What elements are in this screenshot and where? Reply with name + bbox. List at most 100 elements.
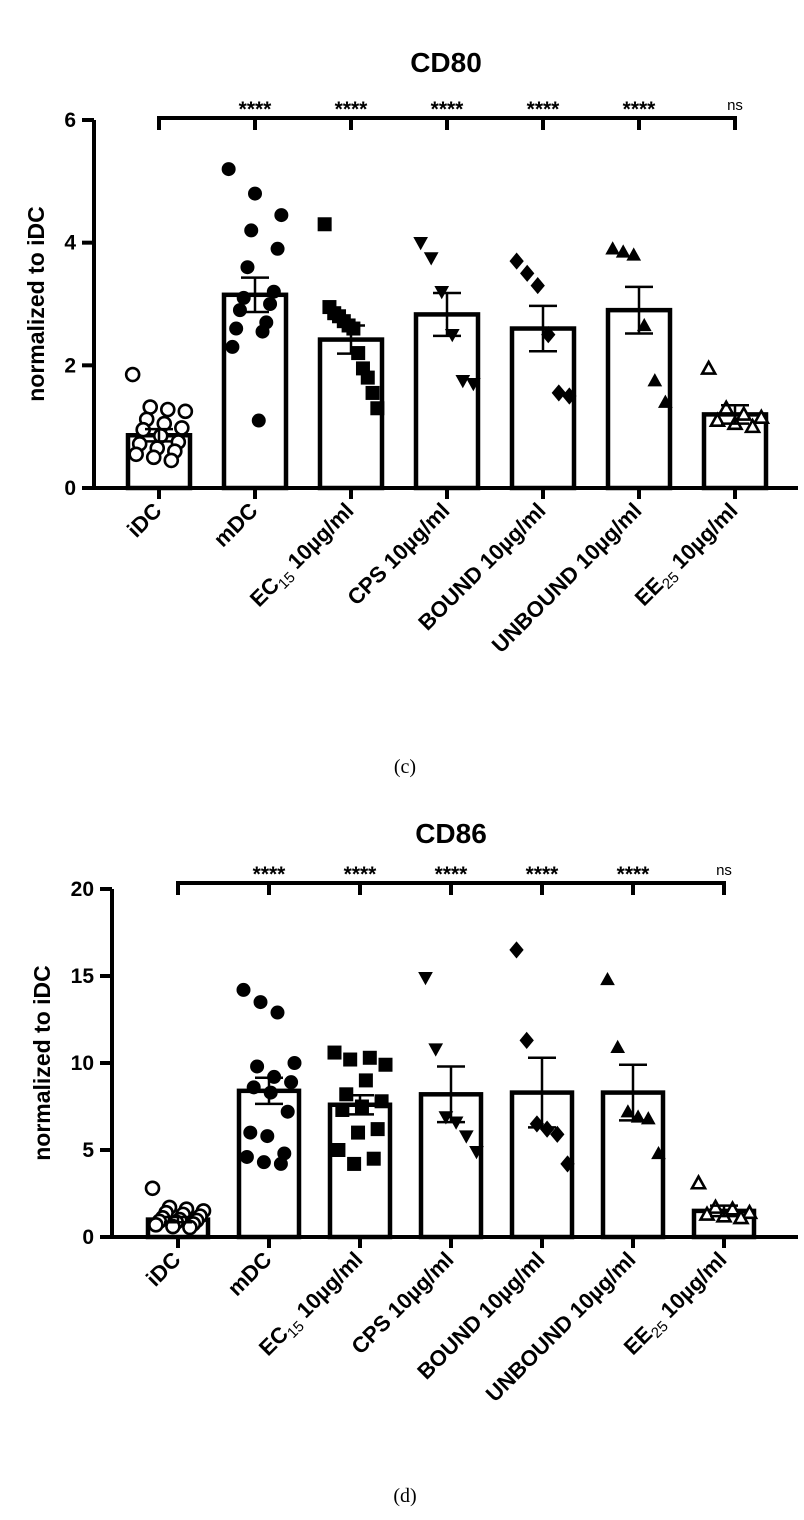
bar-group-2 <box>317 217 385 491</box>
data-point <box>469 1146 484 1160</box>
bar-5 <box>605 307 673 491</box>
bar-group-5 <box>600 971 666 1240</box>
panel-caption: (c) <box>394 756 416 778</box>
y-tick-label: 5 <box>82 1139 94 1162</box>
data-point <box>148 1217 164 1233</box>
data-point <box>244 223 259 238</box>
data-point <box>236 982 251 997</box>
y-axis-label: normalized to iDC <box>29 965 55 1161</box>
data-point <box>740 1203 759 1220</box>
y-tick-label: 6 <box>64 109 76 132</box>
x-tick-label-1: mDC <box>209 498 263 552</box>
data-point <box>251 413 266 428</box>
bar-group-6 <box>689 1173 759 1240</box>
bar-group-6 <box>699 359 771 491</box>
data-point <box>626 247 642 261</box>
panel-c: CD80 normalized to iDC 0 2 4 6 iDC mDC EC15 10µg… <box>23 47 798 778</box>
data-point <box>466 378 481 392</box>
x-tick-label-1: mDC <box>223 1247 277 1301</box>
data-point <box>735 405 753 421</box>
data-point <box>550 1125 565 1143</box>
data-point <box>243 1125 258 1140</box>
data-point <box>708 411 727 428</box>
data-point <box>250 1059 265 1074</box>
bar-group-4 <box>509 941 575 1240</box>
data-point <box>256 1155 271 1170</box>
bar-group-1 <box>236 982 302 1240</box>
data-point <box>519 1031 534 1049</box>
significance-label: **** <box>239 98 273 121</box>
data-point <box>362 1050 377 1065</box>
data-point <box>273 1156 288 1171</box>
data-point <box>221 162 236 177</box>
significance-label: **** <box>253 863 287 886</box>
significance-label: **** <box>335 98 369 121</box>
y-tick-label: 0 <box>64 477 76 500</box>
data-point <box>177 403 194 420</box>
data-point <box>270 1005 285 1020</box>
data-point <box>509 252 524 270</box>
data-point <box>600 971 615 986</box>
data-point <box>287 1056 302 1070</box>
data-point <box>260 1129 275 1144</box>
y-axis-label: normalized to iDC <box>23 206 49 402</box>
data-point <box>605 241 620 255</box>
data-point <box>239 1149 254 1164</box>
bar-group-5 <box>605 241 673 491</box>
data-point <box>346 321 361 336</box>
data-point <box>263 297 278 311</box>
data-point <box>699 359 718 375</box>
data-point <box>343 1052 358 1067</box>
data-point <box>174 420 190 436</box>
data-point <box>280 1104 295 1119</box>
bar-group-0 <box>124 366 194 491</box>
data-point <box>370 401 385 416</box>
data-point <box>752 408 771 424</box>
data-point <box>717 399 735 415</box>
data-point <box>365 385 380 400</box>
data-point <box>562 387 577 405</box>
data-point <box>232 303 247 318</box>
bar-4 <box>509 326 577 491</box>
data-point <box>335 1102 350 1117</box>
panel-d: CD86 normalized to iDC 0 5 10 15 20 iDC mDC EC15 … <box>0 800 804 1520</box>
x-tick-label-2: EC15 10µg/ml <box>245 498 361 614</box>
x-tick-label-6: EE25 10µg/ml <box>630 498 746 614</box>
significance-label: **** <box>435 863 469 886</box>
x-tick-label-0: iDC <box>122 498 167 543</box>
data-point <box>551 384 566 402</box>
data-point <box>182 1219 198 1236</box>
data-point <box>458 1130 474 1144</box>
significance-label: ns <box>716 862 732 879</box>
data-point <box>378 1057 393 1072</box>
y-tick-label: 10 <box>71 1052 94 1075</box>
data-point <box>658 394 673 408</box>
data-point <box>723 1199 742 1216</box>
data-point <box>317 217 332 232</box>
data-point <box>530 277 545 295</box>
bar-group-0 <box>144 1180 212 1240</box>
data-point <box>347 1156 362 1171</box>
data-point <box>327 1045 342 1060</box>
bar-group-4 <box>509 252 577 491</box>
bar-group-2 <box>327 1045 393 1240</box>
data-point <box>266 284 281 299</box>
data-point <box>370 1122 385 1137</box>
data-point <box>520 264 535 282</box>
significance-label: **** <box>617 863 651 886</box>
significance-label: **** <box>527 98 561 121</box>
data-point <box>270 241 285 256</box>
bar-group-3 <box>413 236 481 491</box>
data-point <box>610 1039 626 1054</box>
data-point <box>253 995 268 1010</box>
data-point <box>651 1145 666 1160</box>
data-point <box>615 244 631 258</box>
y-tick-label: 2 <box>64 354 76 377</box>
data-point <box>145 449 162 466</box>
bar-3 <box>413 312 481 491</box>
data-point <box>636 317 652 332</box>
data-point <box>354 1099 369 1114</box>
data-point <box>743 417 762 434</box>
data-point <box>128 446 144 463</box>
